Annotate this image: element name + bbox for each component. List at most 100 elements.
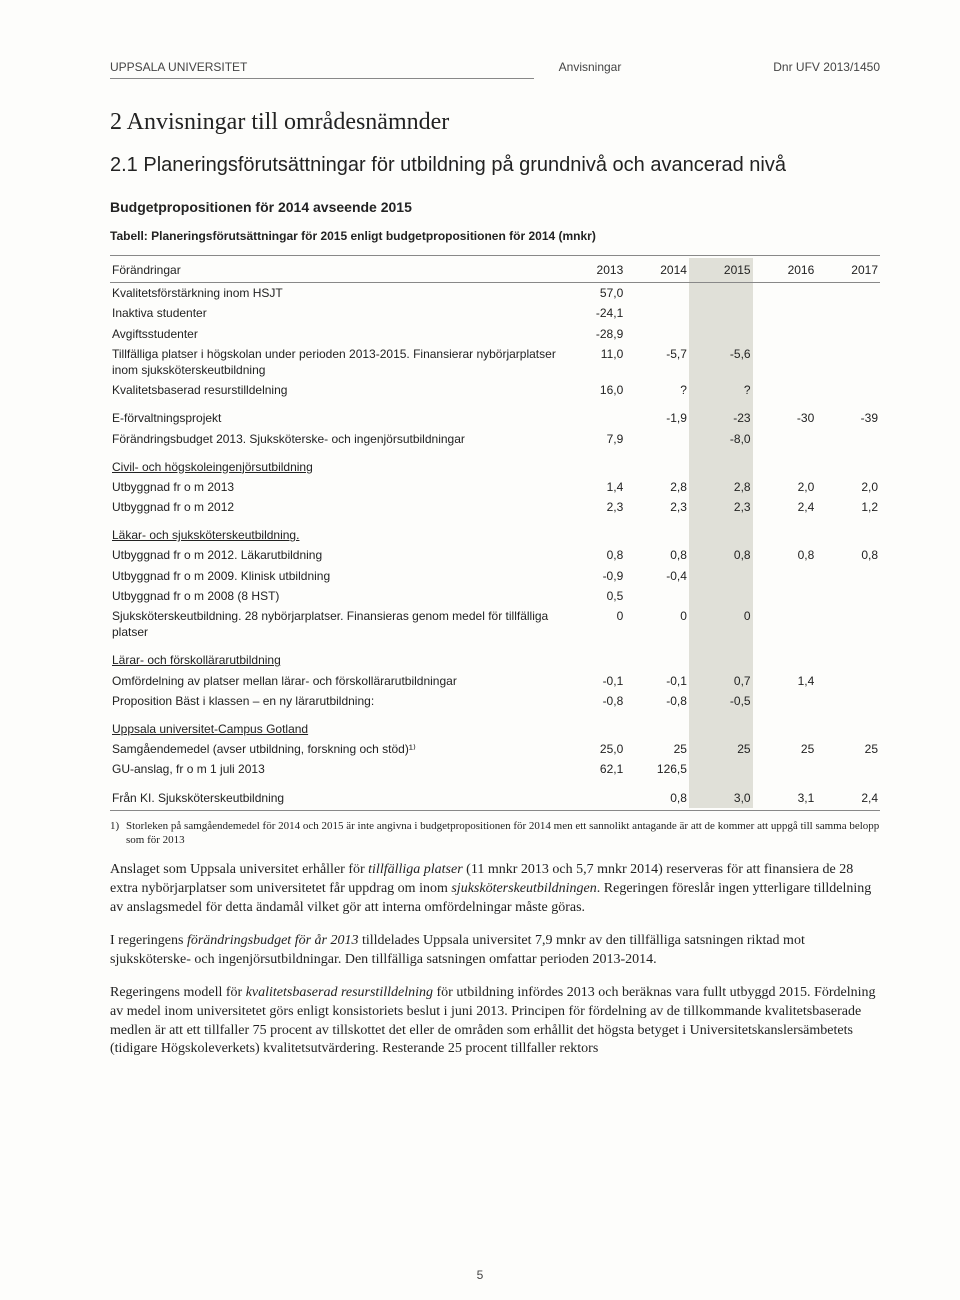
table-row: Uppsala universitet-Campus Gotland (110, 719, 880, 739)
cell (753, 283, 817, 304)
cell (753, 525, 817, 545)
cell: 0,8 (625, 788, 689, 808)
table-row: Utbyggnad fr o m 2012. Läkarutbildning0,… (110, 545, 880, 565)
cell: 126,5 (625, 759, 689, 779)
table-row: Civil- och högskoleingenjörsutbildning (110, 457, 880, 477)
table-caption: Tabell: Planeringsförutsättningar för 20… (110, 229, 880, 243)
cell: 1,4 (562, 477, 626, 497)
cell (816, 671, 880, 691)
page-number: 5 (0, 1268, 960, 1282)
cell (816, 586, 880, 606)
cell (753, 324, 817, 344)
footnote-text: Storleken på samgåendemedel för 2014 och… (126, 819, 880, 848)
table-row: Läkar- och sjuksköterskeutbildning. (110, 525, 880, 545)
row-label: Sjuksköterskeutbildning. 28 nybörjarplat… (110, 606, 562, 642)
cell (625, 525, 689, 545)
cell (816, 525, 880, 545)
cell: -0,8 (562, 691, 626, 711)
row-label: Omfördelning av platser mellan lärar- oc… (110, 671, 562, 691)
cell (816, 283, 880, 304)
cell (625, 303, 689, 323)
cell (753, 380, 817, 400)
table-row: Proposition Bäst i klassen – en ny lärar… (110, 691, 880, 711)
row-label: Kvalitetsbaserad resurstilldelning (110, 380, 562, 400)
cell (625, 429, 689, 449)
table-row: Avgiftsstudenter-28,9 (110, 324, 880, 344)
cell: -30 (753, 408, 817, 428)
header-mid: Anvisningar (500, 60, 680, 74)
row-label: Utbyggnad fr o m 2012. Läkarutbildning (110, 545, 562, 565)
table-row: Tillfälliga platser i högskolan under pe… (110, 344, 880, 380)
cell: 0,8 (562, 545, 626, 565)
cell (689, 566, 753, 586)
cell: 0 (625, 606, 689, 642)
cell (562, 719, 626, 739)
cell: 0,8 (753, 545, 817, 565)
col-header-year: 2015 (689, 258, 753, 283)
cell: 0,8 (816, 545, 880, 565)
cell (625, 457, 689, 477)
table-row: Utbyggnad fr o m 20131,42,82,82,02,0 (110, 477, 880, 497)
cell (625, 283, 689, 304)
footnote: 1) Storleken på samgåendemedel för 2014 … (110, 819, 880, 848)
cell: ? (625, 380, 689, 400)
cell: 0 (562, 606, 626, 642)
table-row: Från KI. Sjuksköterskeutbildning0,83,03,… (110, 788, 880, 808)
header-right: Dnr UFV 2013/1450 (680, 60, 880, 74)
cell: 2,4 (753, 497, 817, 517)
paragraph-2: I regeringens förändringsbudget för år 2… (110, 932, 880, 970)
section-title: 2 Anvisningar till områdesnämnder (110, 109, 880, 136)
cell (562, 457, 626, 477)
cell (753, 759, 817, 779)
cell: 2,0 (816, 477, 880, 497)
cell (625, 586, 689, 606)
table-row: GU-anslag, fr o m 1 juli 201362,1126,5 (110, 759, 880, 779)
cell (689, 719, 753, 739)
cell (816, 380, 880, 400)
cell (753, 691, 817, 711)
planning-table: Förändringar20132014201520162017Kvalitet… (110, 253, 880, 813)
table-row: Utbyggnad fr o m 2008 (8 HST)0,5 (110, 586, 880, 606)
cell (562, 525, 626, 545)
cell (689, 324, 753, 344)
table-row: Utbyggnad fr o m 20122,32,32,32,41,2 (110, 497, 880, 517)
cell: 57,0 (562, 283, 626, 304)
table-row: Samgåendemedel (avser utbildning, forskn… (110, 739, 880, 759)
cell (689, 283, 753, 304)
cell: 2,0 (753, 477, 817, 497)
cell (753, 566, 817, 586)
row-label: Utbyggnad fr o m 2012 (110, 497, 562, 517)
row-label: Kvalitetsförstärkning inom HSJT (110, 283, 562, 304)
cell: -5,7 (625, 344, 689, 380)
cell: 0,8 (625, 545, 689, 565)
cell: 25 (816, 739, 880, 759)
col-header-label: Förändringar (110, 258, 562, 283)
cell (753, 586, 817, 606)
row-label: Läkar- och sjuksköterskeutbildning. (110, 525, 562, 545)
cell: -23 (689, 408, 753, 428)
cell (753, 303, 817, 323)
cell (753, 650, 817, 670)
cell (689, 525, 753, 545)
cell (816, 759, 880, 779)
col-header-year: 2016 (753, 258, 817, 283)
row-label: Utbyggnad fr o m 2013 (110, 477, 562, 497)
cell: -28,9 (562, 324, 626, 344)
cell (689, 457, 753, 477)
page: UPPSALA UNIVERSITET Anvisningar Dnr UFV … (0, 0, 960, 1300)
cell: 1,2 (816, 497, 880, 517)
row-label: Tillfälliga platser i högskolan under pe… (110, 344, 562, 380)
cell (562, 788, 626, 808)
header-rule-left (110, 78, 534, 79)
table-row: Sjuksköterskeutbildning. 28 nybörjarplat… (110, 606, 880, 642)
cell (689, 586, 753, 606)
row-label: E-förvaltningsprojekt (110, 408, 562, 428)
cell: 3,1 (753, 788, 817, 808)
cell: 11,0 (562, 344, 626, 380)
cell: -0,8 (625, 691, 689, 711)
cell: -24,1 (562, 303, 626, 323)
row-label: Inaktiva studenter (110, 303, 562, 323)
cell (753, 457, 817, 477)
cell: -1,9 (625, 408, 689, 428)
budget-heading: Budgetpropositionen för 2014 avseende 20… (110, 199, 880, 215)
